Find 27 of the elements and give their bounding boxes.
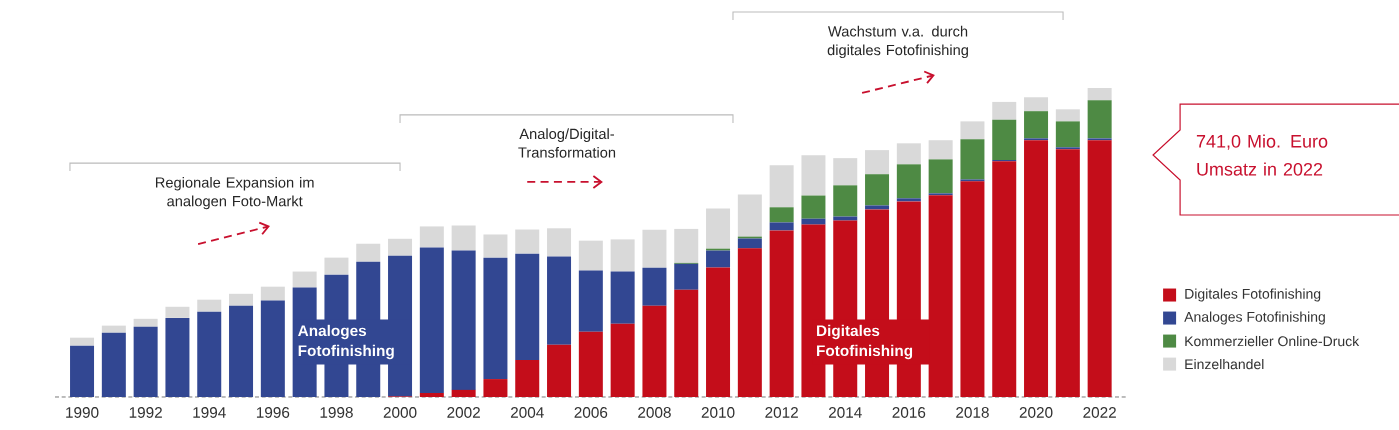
x-tick-label: 1994 bbox=[193, 407, 226, 418]
x-tick-label: 2002 bbox=[447, 407, 480, 418]
x-tick-label: 2014 bbox=[828, 407, 862, 418]
annotation: Analoges Fotofinishing bbox=[298, 324, 394, 360]
x-tick-label: 2018 bbox=[956, 407, 989, 418]
annotation: Regionale Expansion im analogen Foto-Markt bbox=[155, 176, 314, 210]
x-tick-label: 1996 bbox=[256, 407, 290, 418]
x-tick-label: 2004 bbox=[510, 407, 544, 418]
x-tick-label: 2022 bbox=[1083, 407, 1116, 418]
x-tick-label: 2020 bbox=[1019, 407, 1053, 418]
annotation: Digitales Fotofinishing bbox=[817, 324, 913, 360]
x-tick-label: 1998 bbox=[320, 407, 353, 418]
text: 741,0 Mio. Euro Umsatz in 2022 bbox=[1196, 134, 1328, 176]
x-tick-label: 1990 bbox=[66, 407, 99, 418]
legend-label: Analoges Fotofinishing bbox=[1184, 311, 1325, 325]
legend-label: Kommerzieller Online-Druck bbox=[1185, 335, 1360, 347]
annotation: Analog/Digital-Transformation bbox=[518, 128, 616, 158]
x-tick-label: 1992 bbox=[129, 407, 162, 418]
x-tick-label: 2012 bbox=[765, 407, 798, 418]
x-tick-label: 2000 bbox=[383, 407, 417, 418]
x-tick-label: 2016 bbox=[892, 407, 926, 418]
x-tick-label: 2010 bbox=[701, 407, 735, 418]
legend-label: Digitales Fotofinishing bbox=[1185, 288, 1321, 302]
x-tick-label: 2008 bbox=[638, 407, 671, 418]
text: Wachstum v.a. durch digitales Fotofinishing bbox=[827, 25, 968, 59]
legend-label: Einzelhandel bbox=[1185, 358, 1264, 370]
x-tick-label: 2006 bbox=[574, 407, 608, 418]
